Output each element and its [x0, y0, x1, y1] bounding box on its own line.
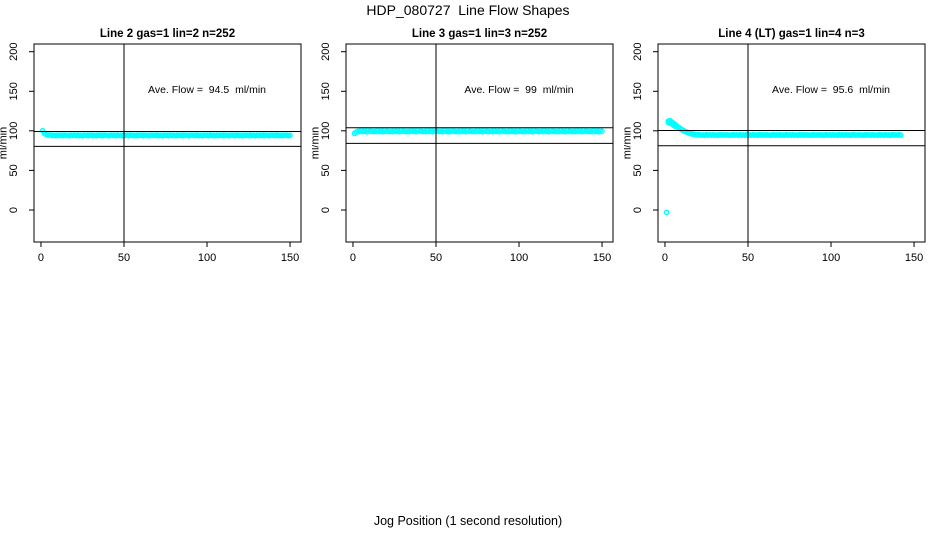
- y-tick-label: 0: [632, 207, 644, 213]
- y-tick-label: 0: [320, 207, 332, 213]
- x-tick-label: 150: [905, 252, 923, 264]
- chart-panel-line3: Line 3 gas=1 lin=3 n=252 0 50 100 150 0 50 100 1…: [312, 28, 614, 264]
- y-axis-label: ml/min: [312, 127, 322, 159]
- y-tick-label: 100: [8, 122, 20, 140]
- data-points: [39, 127, 293, 139]
- y-tick-label: 150: [320, 82, 332, 100]
- plot-box: [657, 43, 926, 243]
- y-tick-label: 150: [632, 82, 644, 100]
- x-tick-label: 50: [430, 252, 442, 264]
- x-tick-label: 150: [593, 252, 611, 264]
- y-tick-label: 50: [320, 164, 332, 176]
- x-tick-label: 0: [350, 252, 356, 264]
- chart-panel-line4: Line 4 (LT) gas=1 lin=4 n=3 0 50 100 150 0 50 1…: [624, 28, 926, 264]
- y-tick-label: 200: [320, 43, 332, 61]
- ave-flow-annotation: Ave. Flow = 95.6 ml/min: [772, 84, 890, 96]
- x-tick-label: 100: [822, 252, 840, 264]
- data-points: [351, 127, 605, 137]
- panel-title: Line 3 gas=1 lin=3 n=252: [412, 28, 547, 40]
- data-points: [663, 117, 904, 216]
- panel-title: Line 2 gas=1 lin=2 n=252: [100, 28, 235, 40]
- y-tick-label: 100: [632, 122, 644, 140]
- y-tick-label: 150: [8, 82, 20, 100]
- x-tick-label: 50: [118, 252, 130, 264]
- plot-box: [33, 43, 302, 243]
- main-title: HDP_080727 Line Flow Shapes: [366, 2, 570, 18]
- x-tick-label: 100: [198, 252, 216, 264]
- y-axis-label: ml/min: [624, 127, 634, 159]
- x-tick-label: 150: [281, 252, 299, 264]
- y-tick-label: 200: [8, 43, 20, 61]
- panel-title: Line 4 (LT) gas=1 lin=4 n=3: [718, 28, 864, 40]
- x-tick-label: 50: [742, 252, 754, 264]
- y-tick-label: 50: [632, 164, 644, 176]
- ave-flow-annotation: Ave. Flow = 99 ml/min: [464, 84, 573, 96]
- ave-flow-annotation: Ave. Flow = 94.5 ml/min: [148, 84, 266, 96]
- y-tick-label: 100: [320, 122, 332, 140]
- y-tick-label: 50: [8, 164, 20, 176]
- x-axis-label: Jog Position (1 second resolution): [373, 514, 563, 528]
- y-tick-label: 0: [8, 207, 20, 213]
- y-tick-label: 200: [632, 43, 644, 61]
- y-axis-label: ml/min: [0, 127, 10, 159]
- x-tick-label: 0: [662, 252, 668, 264]
- chart-panel-line2: Line 2 gas=1 lin=2 n=252 0 50 100 150 0 50 100 1…: [0, 28, 302, 264]
- x-tick-label: 0: [38, 252, 44, 264]
- x-tick-label: 100: [510, 252, 528, 264]
